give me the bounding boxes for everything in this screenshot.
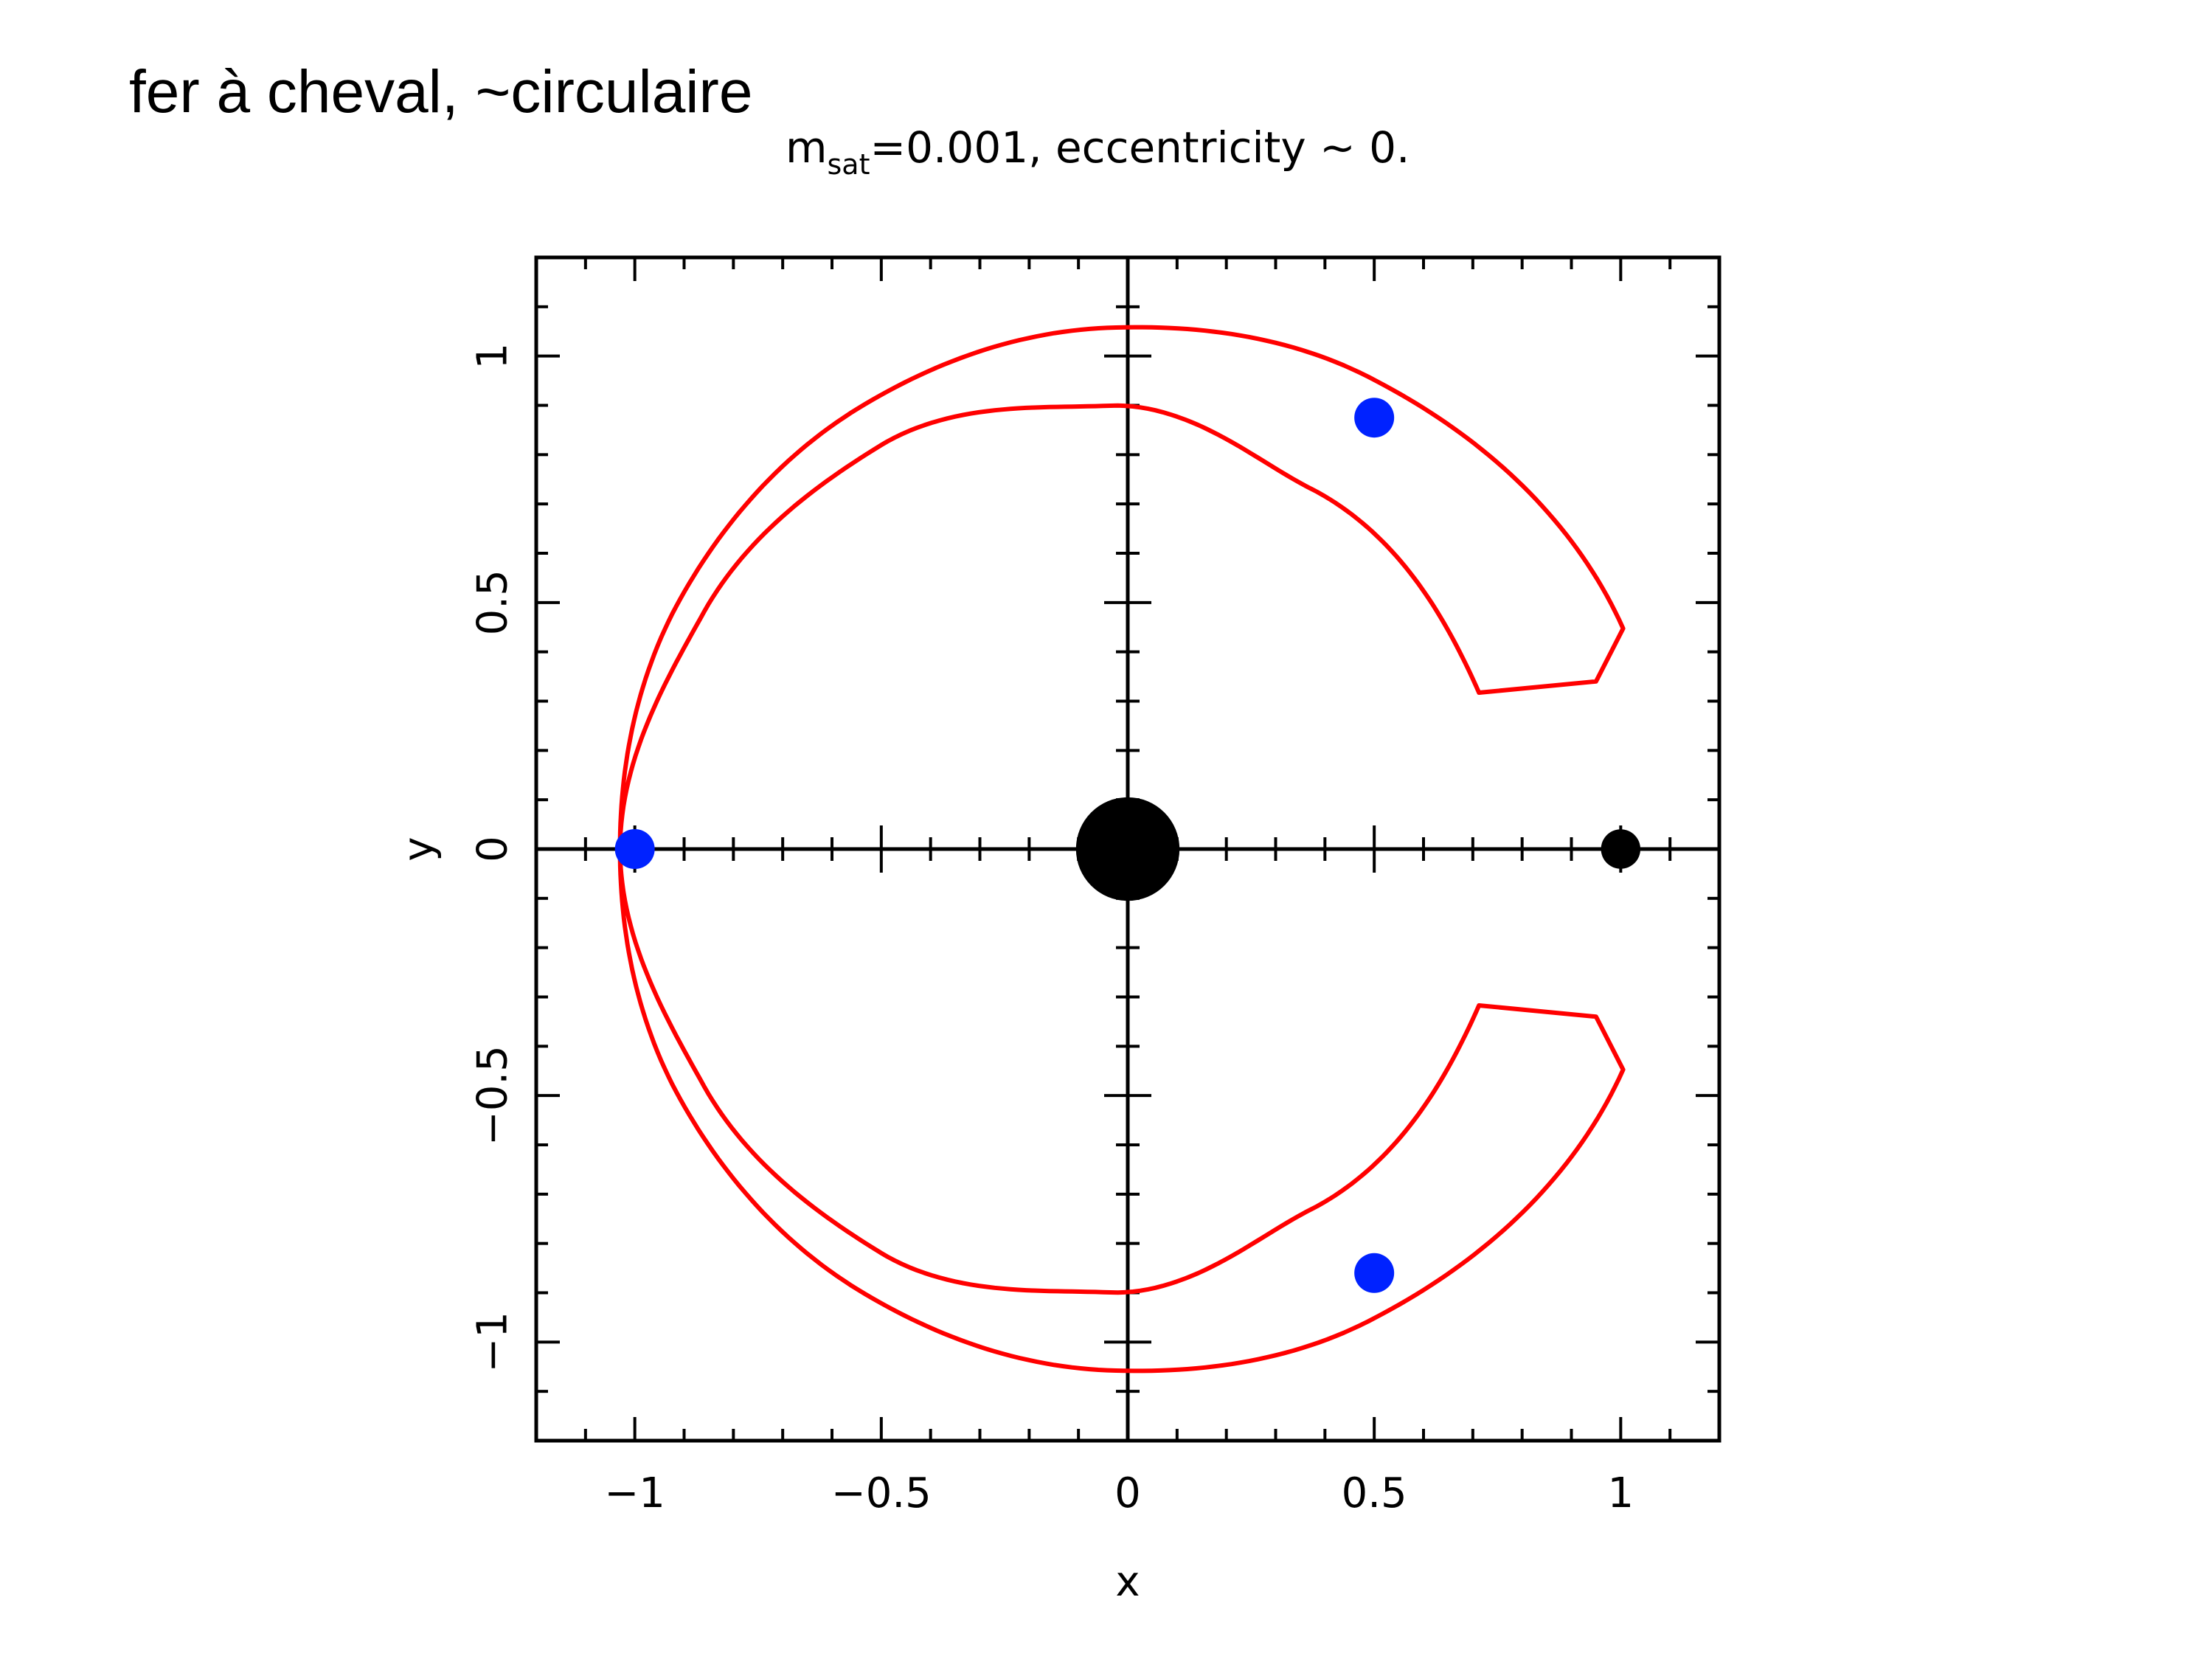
x-tick-label: 0.5 [1342,1469,1407,1517]
plot-title-prefix: m [786,122,828,173]
body-central [1075,797,1180,901]
y-tick-label: 0.5 [469,569,517,635]
markers-layer [614,398,1395,1293]
y-tick-label: −0.5 [469,1045,517,1146]
y-tick-label: 1 [469,343,517,370]
position-marker [614,829,655,869]
plot-title-suffix: =0.001, eccentricity ~ 0. [870,122,1410,173]
x-tick-label: 1 [1608,1469,1634,1517]
slide-caption: fer à cheval, ~circulaire [129,58,753,125]
body-satellite [1601,829,1641,869]
x-axis-label: x [1115,1558,1140,1606]
plot-title: msat=0.001, eccentricity ~ 0. [786,122,1410,181]
x-tick-label: 0 [1114,1469,1141,1517]
y-axis-label: y [395,837,443,861]
orbit-layer [617,325,1626,1374]
orbit-track-bottom [617,848,1626,1374]
orbit-track-top [617,325,1626,850]
labels-layer: −1 −0.5 0 0.5 1 −1 −0.5 0 0.5 1 [469,343,1634,1517]
plot-title-subscript: sat [828,148,870,181]
x-tick-label: −0.5 [831,1469,932,1517]
ticks-layer [536,257,1719,1441]
bodies-layer [1075,797,1641,901]
orbit-gap [1587,378,1610,393]
position-marker [1354,1253,1395,1293]
position-marker [1354,398,1395,438]
x-tick-label: −1 [604,1469,665,1517]
y-tick-label: −1 [469,1312,517,1373]
y-tick-label: 0 [469,836,517,862]
